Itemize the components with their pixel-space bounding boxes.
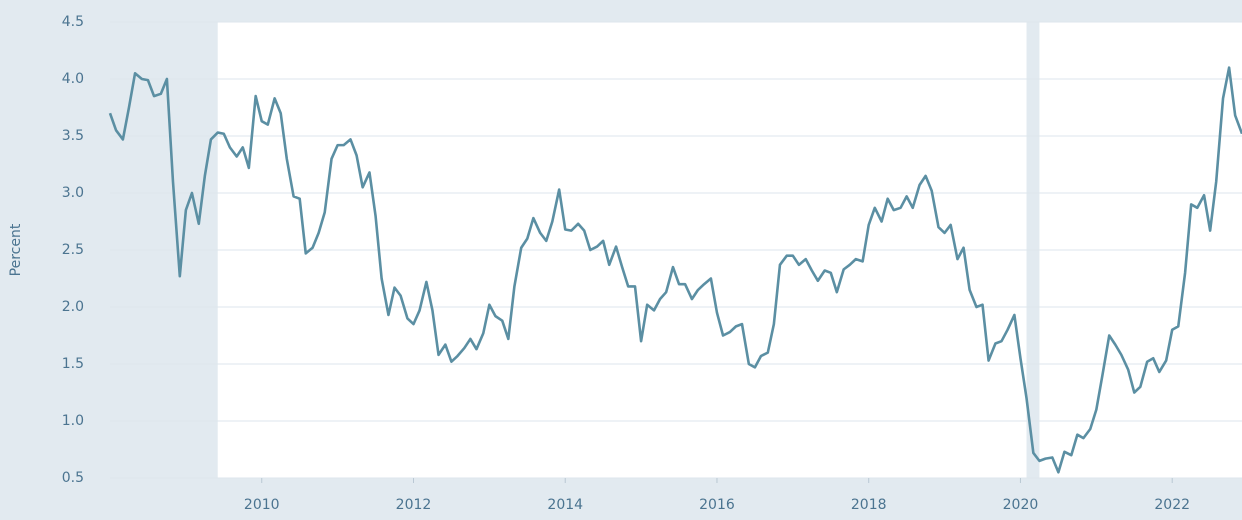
y-tick-label: 0.5 (62, 470, 84, 486)
y-axis-label: Percent (8, 223, 24, 276)
data-line (108, 66, 1242, 474)
x-tick-label: 2014 (547, 497, 583, 513)
x-tick-label: 2010 (244, 497, 280, 513)
x-tick-label: 2018 (851, 497, 887, 513)
x-tick-label: 2016 (699, 497, 735, 513)
y-tick-label: 1.0 (62, 413, 84, 429)
y-tick-label: 4.0 (62, 71, 84, 87)
y-tick-label: 1.5 (62, 356, 84, 372)
y-tick-label: 2.0 (62, 299, 84, 315)
x-tick-label: 2022 (1154, 497, 1190, 513)
x-tick-label: 2012 (396, 497, 432, 513)
x-tick-label: 2020 (1003, 497, 1039, 513)
y-tick-label: 4.5 (62, 14, 84, 30)
y-tick-label: 2.5 (62, 242, 84, 258)
y-tick-label: 3.0 (62, 185, 84, 201)
y-tick-label: 3.5 (62, 128, 84, 144)
